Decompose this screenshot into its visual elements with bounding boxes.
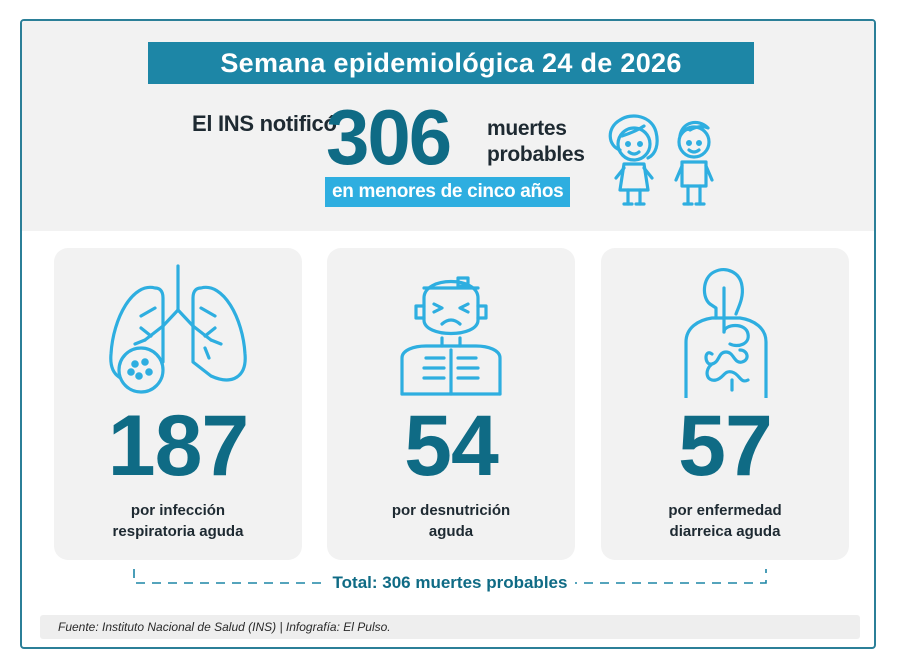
digestive-system-icon	[684, 268, 768, 398]
respiratory-caption-line2: respiratoria aguda	[112, 523, 244, 540]
malnourished-child-icon	[400, 276, 502, 396]
lead-text: El INS notificó	[192, 111, 337, 136]
diarrheal-deaths-number: 57	[678, 398, 773, 494]
page-title: Semana epidemiológica 24 de 2026	[220, 48, 682, 78]
deaths-label-line1: muertes	[487, 117, 567, 140]
card-respiratory: 187 por infección respiratoria aguda	[54, 248, 302, 560]
diarrheal-caption: por enfermedad diarreica aguda	[601, 500, 849, 542]
title-bar: Semana epidemiológica 24 de 2026	[148, 42, 754, 84]
card-malnutrition: 54 por desnutrición aguda	[327, 248, 575, 560]
malnutrition-caption: por desnutrición aguda	[327, 500, 575, 542]
children-icon	[608, 114, 714, 206]
card-diarrheal: 57 por enfermedad diarreica aguda	[601, 248, 849, 560]
diarrheal-caption-line1: por enfermedad	[668, 502, 782, 519]
respiratory-caption: por infección respiratoria aguda	[54, 500, 302, 542]
respiratory-deaths-number: 187	[107, 398, 250, 494]
total-summary: Total: 306 muertes probables	[132, 573, 768, 593]
malnutrition-deaths-number: 54	[404, 398, 499, 494]
malnutrition-caption-line1: por desnutrición	[391, 502, 511, 519]
total-row: Total: 306 muertes probables	[132, 569, 768, 599]
deaths-label: muertes probables	[487, 116, 585, 168]
total-deaths-number: 306	[326, 93, 452, 181]
respiratory-caption-line1: por infección	[130, 502, 226, 519]
source-credit: Fuente: Instituto Nacional de Salud (INS…	[40, 615, 860, 639]
total-bracket	[133, 569, 767, 584]
infographic-frame: Semana epidemiológica 24 de 2026 El INS …	[20, 19, 876, 649]
deaths-label-line2: probables	[487, 143, 585, 166]
malnutrition-caption-line2: aguda	[428, 523, 474, 540]
diarrheal-caption-line2: diarreica aguda	[669, 523, 781, 540]
under-five-badge: en menores de cinco años	[325, 177, 571, 207]
total-summary-text: Total: 306 muertes probables	[324, 573, 576, 592]
lungs-icon	[109, 264, 247, 394]
